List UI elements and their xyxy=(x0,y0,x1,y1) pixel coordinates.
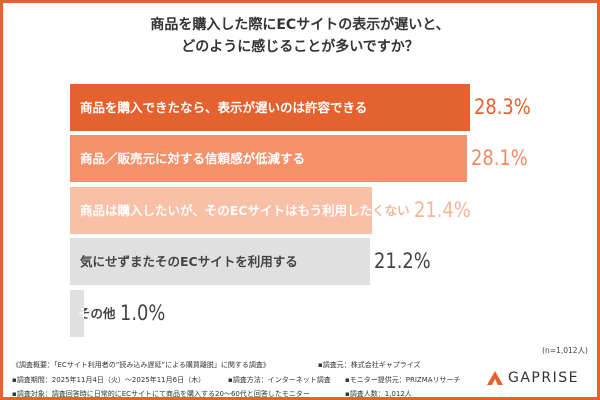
bar-value-label: 21.2% xyxy=(373,249,431,273)
survey-method: ▪調査方法：インターネット調査 xyxy=(228,376,331,384)
title-line-1: 商品を購入した際にECサイトの表示が遅いと、 xyxy=(150,17,450,33)
bar-value-label: 28.3% xyxy=(474,95,531,119)
logo-mark-icon xyxy=(487,371,503,385)
bar xyxy=(70,84,470,131)
sample-size-note: (n=1,012人) xyxy=(542,346,588,355)
bar-label: その他 xyxy=(78,290,116,337)
gaprise-logo: GAPRISE xyxy=(487,370,579,386)
survey-target: ▪調査対象：調査回答時に日常的にECサイトにて商品を購入する20〜60代と回答し… xyxy=(12,390,310,398)
survey-source: ▪調査元：株式会社ギャプライズ xyxy=(318,361,421,369)
bar-label: 商品は購入したいが、そのECサイトはもう利用したくない xyxy=(80,187,410,234)
bar-label: 商品を購入できたなら、表示が遅いのは許容できる xyxy=(80,100,368,115)
survey-count: ▪調査人数：1,012人 xyxy=(345,390,412,398)
bar-label: 商品／販売元に対する信頼感が低減する xyxy=(80,151,306,166)
bar xyxy=(70,135,468,182)
chart-title: 商品を購入した際にECサイトの表示が遅いと、 どのように感じることが多いですか？ xyxy=(0,14,600,58)
bar xyxy=(70,238,370,285)
bar-value-label: 1.0% xyxy=(120,301,166,325)
bar-label: 気にせずまたそのECサイトを利用する xyxy=(80,254,298,269)
survey-period: ▪調査期間：2025年11月4日（火）〜2025年11月6日（木） xyxy=(12,376,206,384)
bar-value-label: 28.1% xyxy=(471,146,528,170)
bar xyxy=(70,187,373,234)
logo-text: GAPRISE xyxy=(508,370,579,386)
monitor-provider: ▪モニター提供元：PRIZMAリサーチ xyxy=(345,376,461,384)
title-line-2: どのように感じることが多いですか？ xyxy=(181,39,419,55)
bar-value-label: 21.4% xyxy=(414,198,471,222)
survey-overview: 《調査概要：「ECサイト利用者の“読み込み遅延”による購買離脱」に関する調査》 xyxy=(12,361,270,369)
bar xyxy=(70,290,85,337)
